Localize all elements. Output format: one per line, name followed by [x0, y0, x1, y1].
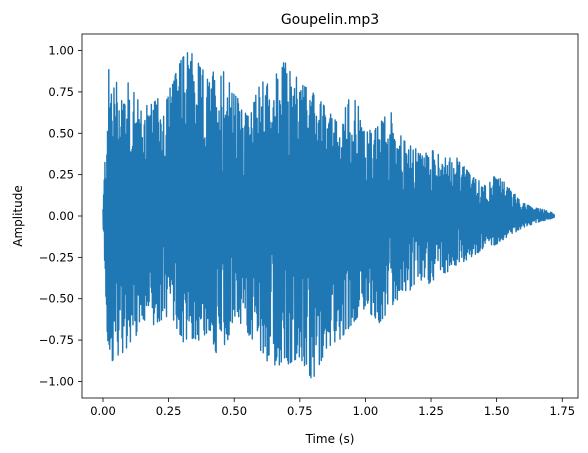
y-tick-label: 0.25: [48, 168, 74, 182]
x-tick-label: 1.00: [353, 404, 379, 418]
x-tick-label: 0.00: [90, 404, 116, 418]
y-tick-label: −0.25: [39, 250, 74, 264]
x-tick-label: 1.75: [549, 404, 575, 418]
y-tick-label: −0.50: [39, 292, 74, 306]
y-tick-label: −0.75: [39, 333, 74, 347]
y-tick-label: 0.50: [48, 126, 74, 140]
y-tick-label: −1.00: [39, 374, 74, 388]
y-tick-label: 0.00: [48, 209, 74, 223]
x-tick-label: 0.25: [156, 404, 182, 418]
y-tick-label: 1.00: [48, 44, 74, 58]
plot-frame: [81, 33, 579, 399]
y-axis-label: Amplitude: [11, 185, 25, 247]
plot-area: [102, 52, 556, 379]
x-axis-ticks: 0.00 0.25 0.50 0.75 1.00 1.25 1.50 1.75: [90, 398, 575, 418]
waveform-line: [102, 52, 556, 379]
y-tick-label: 0.75: [48, 85, 74, 99]
x-tick-label: 1.25: [418, 404, 444, 418]
x-tick-label: 0.75: [287, 404, 313, 418]
x-tick-label: 1.50: [484, 404, 510, 418]
x-axis-label: Time (s): [305, 432, 355, 446]
x-tick-label: 0.50: [221, 404, 247, 418]
y-axis-ticks: 1.00 0.75 0.50 0.25 0.00 −0.25 −0.50 −0.75 −1.00: [39, 44, 82, 388]
chart-title: Goupelin.mp3: [281, 12, 379, 28]
